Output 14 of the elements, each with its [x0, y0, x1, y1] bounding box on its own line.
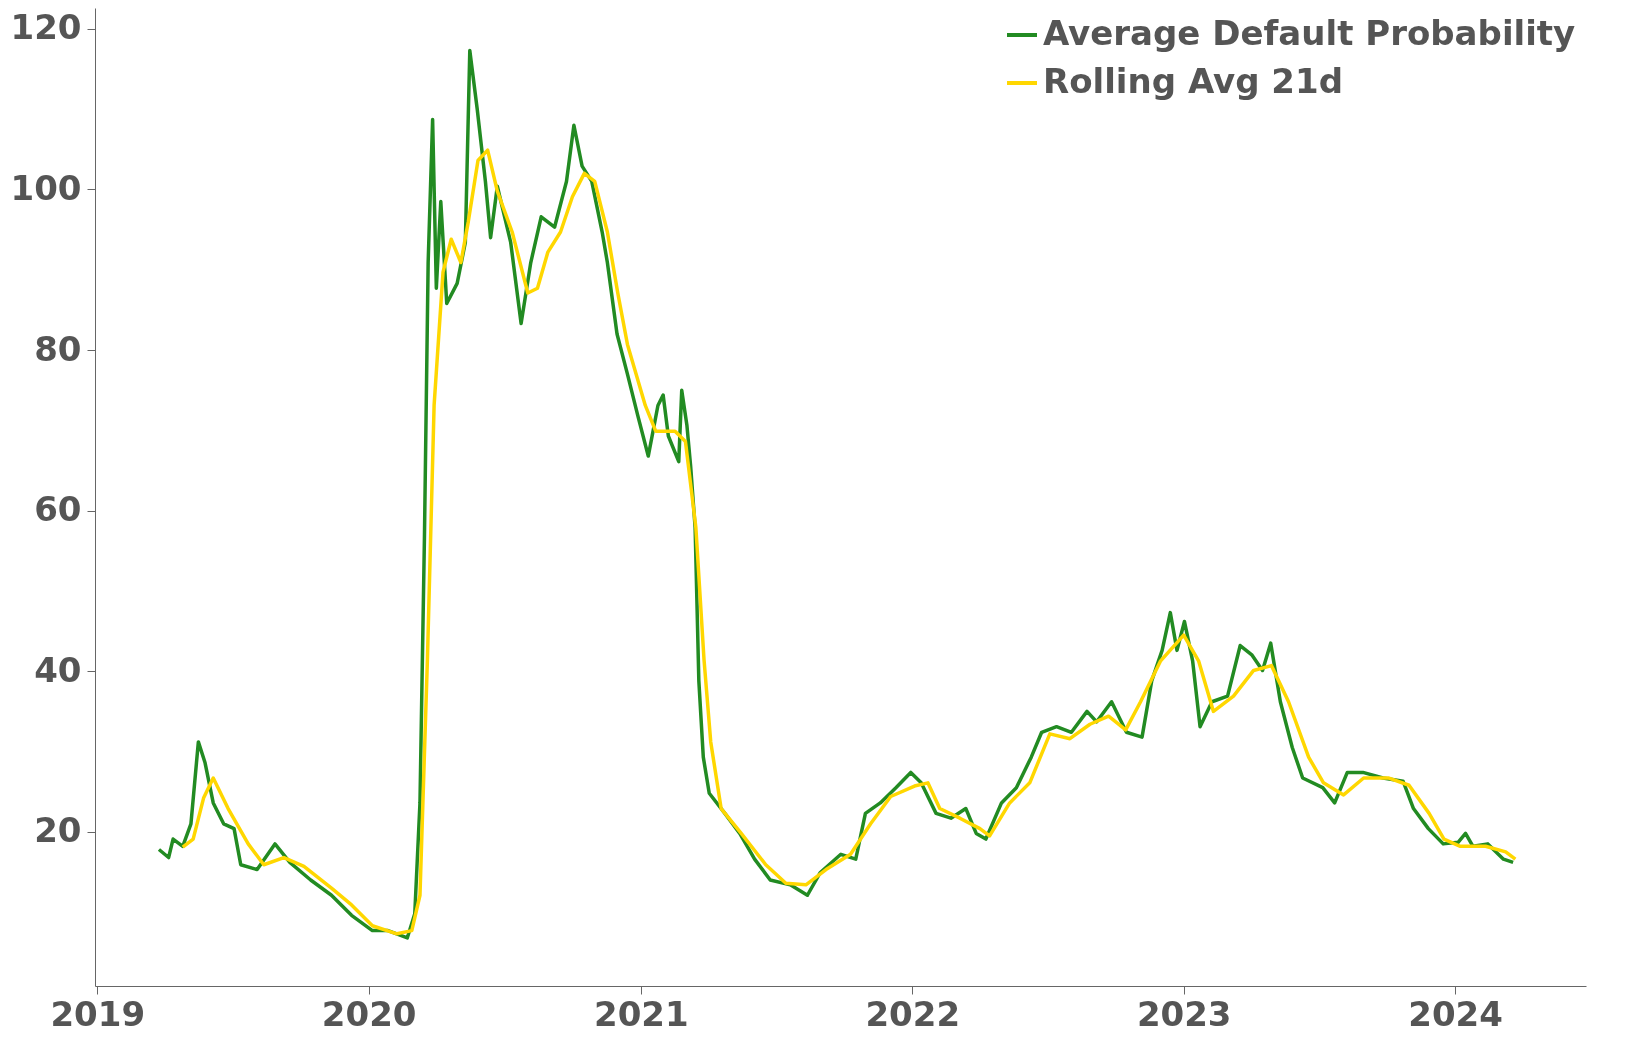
y-tick-label: 60	[34, 489, 82, 530]
y-tick-label: 40	[34, 649, 82, 690]
y-tick-label: 120	[10, 7, 82, 48]
x-tick-label: 2021	[594, 993, 689, 1034]
y-tick-label: 80	[34, 328, 82, 369]
legend-label: Average Default Probability	[1043, 13, 1576, 53]
y-tick-label: 100	[10, 167, 82, 208]
x-tick-label: 2020	[321, 993, 417, 1034]
y-tick-label: 20	[34, 810, 82, 851]
legend-label: Rolling Avg 21d	[1043, 61, 1343, 101]
x-tick-label: 2024	[1408, 993, 1503, 1034]
x-tick-label: 2023	[1136, 993, 1232, 1034]
x-tick-label: 2022	[865, 993, 961, 1034]
x-tick-label: 2019	[50, 993, 146, 1034]
